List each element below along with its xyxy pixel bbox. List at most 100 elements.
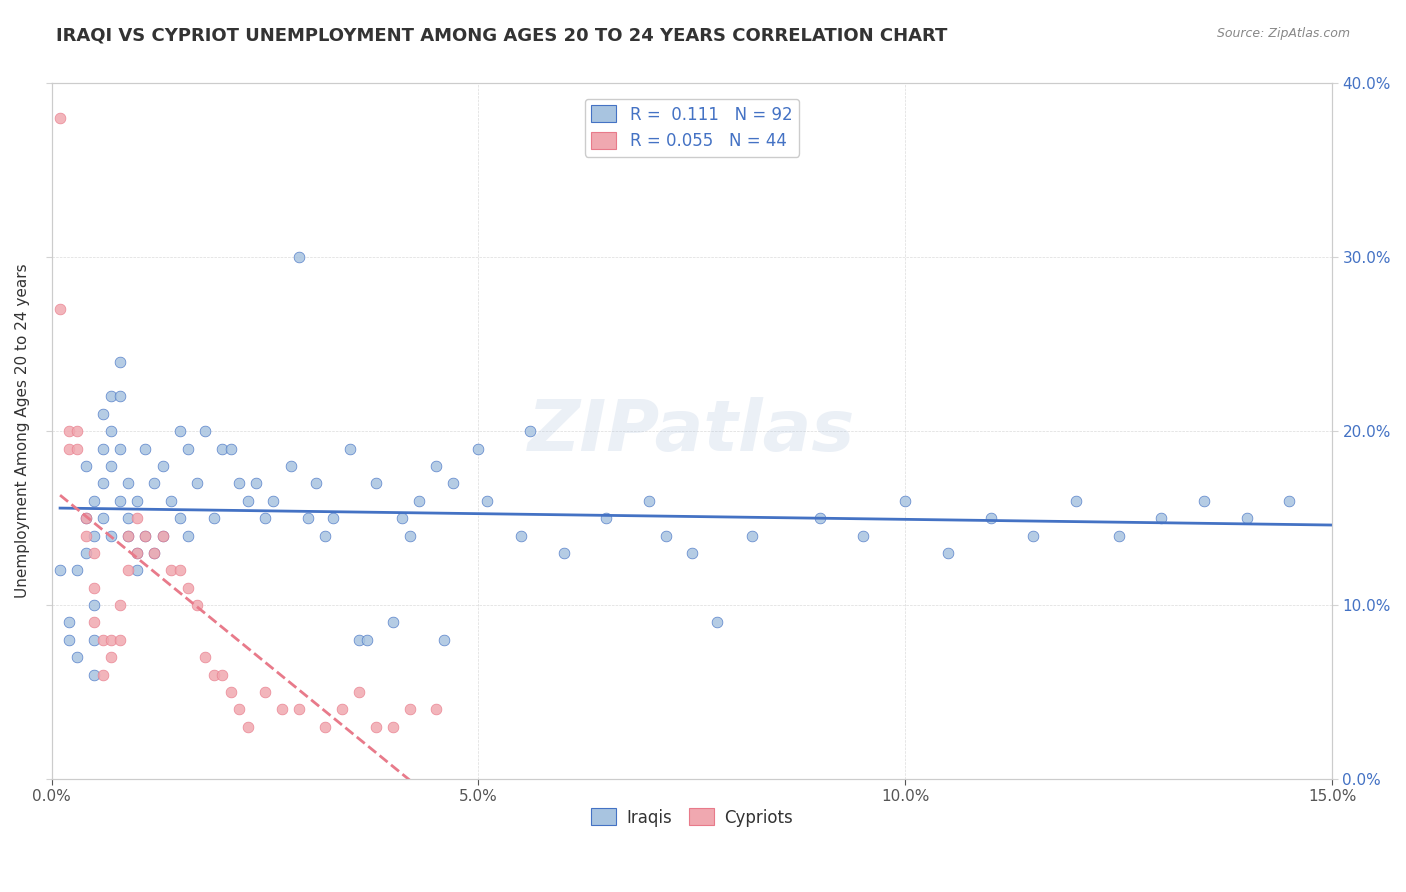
- Point: [143, 546, 166, 560]
- Point: [425, 458, 447, 473]
- Point: [595, 511, 617, 525]
- Point: [75, 511, 97, 525]
- Text: ZIPatlas: ZIPatlas: [529, 397, 855, 466]
- Point: [134, 528, 156, 542]
- Point: [980, 511, 1002, 525]
- Point: [75, 511, 97, 525]
- Point: [347, 632, 370, 647]
- Point: [330, 702, 353, 716]
- Point: [83, 581, 105, 595]
- Point: [75, 458, 97, 473]
- Point: [638, 493, 661, 508]
- Point: [202, 667, 225, 681]
- Point: [211, 667, 233, 681]
- Point: [177, 442, 200, 456]
- Point: [83, 493, 105, 508]
- Point: [297, 511, 319, 525]
- Point: [108, 389, 131, 403]
- Point: [91, 407, 114, 421]
- Point: [134, 442, 156, 456]
- Point: [808, 511, 831, 525]
- Point: [305, 476, 328, 491]
- Point: [49, 563, 72, 577]
- Point: [202, 511, 225, 525]
- Point: [108, 442, 131, 456]
- Point: [228, 702, 250, 716]
- Point: [91, 476, 114, 491]
- Point: [510, 528, 533, 542]
- Text: Source: ZipAtlas.com: Source: ZipAtlas.com: [1216, 27, 1350, 40]
- Point: [408, 493, 430, 508]
- Text: IRAQI VS CYPRIOT UNEMPLOYMENT AMONG AGES 20 TO 24 YEARS CORRELATION CHART: IRAQI VS CYPRIOT UNEMPLOYMENT AMONG AGES…: [56, 27, 948, 45]
- Point: [108, 354, 131, 368]
- Point: [91, 667, 114, 681]
- Point: [75, 546, 97, 560]
- Point: [108, 632, 131, 647]
- Point: [322, 511, 344, 525]
- Point: [108, 493, 131, 508]
- Point: [245, 476, 267, 491]
- Point: [186, 476, 208, 491]
- Point: [66, 650, 89, 665]
- Point: [125, 493, 148, 508]
- Point: [236, 720, 259, 734]
- Point: [1022, 528, 1045, 542]
- Point: [382, 615, 405, 630]
- Point: [364, 476, 387, 491]
- Point: [211, 442, 233, 456]
- Point: [75, 528, 97, 542]
- Point: [441, 476, 464, 491]
- Point: [288, 702, 311, 716]
- Point: [49, 302, 72, 317]
- Point: [253, 685, 276, 699]
- Point: [553, 546, 575, 560]
- Point: [91, 442, 114, 456]
- Point: [314, 528, 336, 542]
- Point: [280, 458, 302, 473]
- Point: [339, 442, 361, 456]
- Point: [399, 528, 422, 542]
- Point: [177, 581, 200, 595]
- Point: [49, 112, 72, 126]
- Point: [314, 720, 336, 734]
- Point: [1236, 511, 1258, 525]
- Point: [108, 598, 131, 612]
- Point: [936, 546, 959, 560]
- Point: [117, 563, 139, 577]
- Point: [83, 615, 105, 630]
- Point: [152, 528, 174, 542]
- Point: [851, 528, 873, 542]
- Point: [1192, 493, 1215, 508]
- Point: [83, 528, 105, 542]
- Point: [125, 511, 148, 525]
- Point: [91, 511, 114, 525]
- Point: [58, 424, 80, 438]
- Point: [194, 424, 217, 438]
- Point: [219, 442, 242, 456]
- Point: [364, 720, 387, 734]
- Point: [58, 442, 80, 456]
- Point: [356, 632, 378, 647]
- Point: [160, 493, 183, 508]
- Point: [263, 493, 285, 508]
- Point: [143, 546, 166, 560]
- Point: [741, 528, 763, 542]
- Point: [467, 442, 489, 456]
- Point: [382, 720, 405, 734]
- Point: [58, 632, 80, 647]
- Point: [117, 511, 139, 525]
- Point: [425, 702, 447, 716]
- Point: [288, 250, 311, 264]
- Y-axis label: Unemployment Among Ages 20 to 24 years: Unemployment Among Ages 20 to 24 years: [15, 264, 30, 599]
- Point: [186, 598, 208, 612]
- Point: [83, 546, 105, 560]
- Point: [177, 528, 200, 542]
- Point: [100, 528, 122, 542]
- Point: [125, 563, 148, 577]
- Point: [219, 685, 242, 699]
- Point: [83, 632, 105, 647]
- Point: [1278, 493, 1301, 508]
- Legend: Iraqis, Cypriots: Iraqis, Cypriots: [585, 802, 799, 833]
- Point: [66, 442, 89, 456]
- Point: [169, 563, 191, 577]
